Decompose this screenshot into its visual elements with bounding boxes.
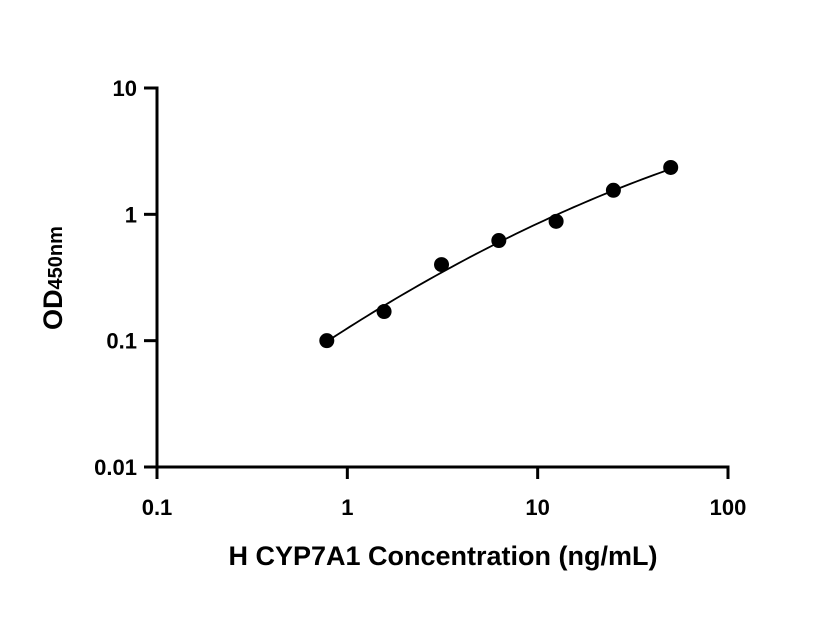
data-point bbox=[663, 159, 679, 175]
y-tick-label: 1 bbox=[125, 202, 137, 227]
y-tick-label: 10 bbox=[113, 76, 137, 101]
x-tick-label: 10 bbox=[525, 495, 549, 520]
y-tick-label: 0.1 bbox=[106, 329, 137, 354]
x-axis-title: H CYP7A1 Concentration (ng/mL) bbox=[228, 541, 657, 571]
y-axis-title-subscript: 450nm bbox=[45, 226, 67, 289]
y-axis-title: OD450nm bbox=[38, 226, 68, 330]
data-point bbox=[605, 182, 621, 198]
data-point bbox=[434, 257, 450, 273]
x-tick-label: 100 bbox=[710, 495, 747, 520]
data-points bbox=[319, 159, 679, 349]
data-point bbox=[548, 213, 564, 229]
data-point bbox=[319, 333, 335, 349]
data-point bbox=[491, 233, 507, 249]
x-tick-label: 1 bbox=[341, 495, 353, 520]
y-tick-label: 0.01 bbox=[94, 455, 137, 480]
data-point bbox=[376, 304, 392, 320]
x-tick-label: 0.1 bbox=[142, 495, 173, 520]
y-axis-title-main: OD bbox=[38, 289, 68, 330]
